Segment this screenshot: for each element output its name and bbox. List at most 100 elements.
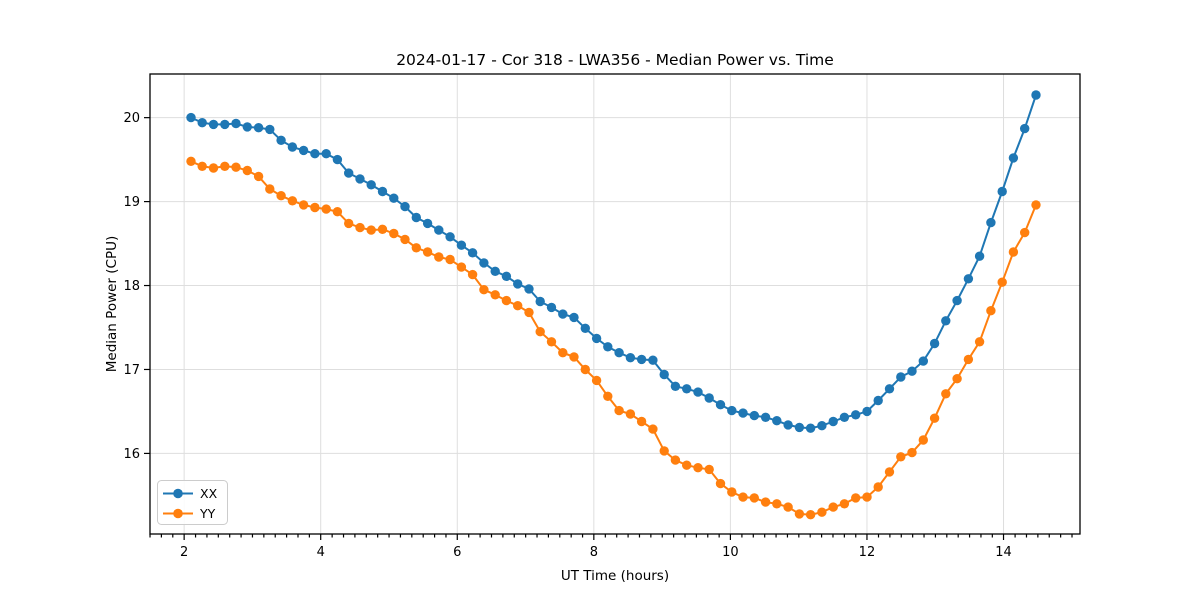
data-point [907, 447, 917, 458]
data-point [648, 355, 658, 365]
data-point [907, 366, 917, 376]
data-point [693, 463, 703, 473]
data-point [1031, 90, 1041, 100]
data-point [929, 413, 940, 423]
data-point [332, 154, 343, 165]
data-point [231, 162, 241, 172]
data-point [580, 323, 590, 333]
data-point [862, 492, 872, 502]
data-point [1008, 247, 1019, 257]
data-point [828, 416, 838, 427]
data-point [963, 354, 974, 365]
x-tick-label: 10 [722, 545, 739, 560]
data-point [467, 269, 478, 280]
data-point [772, 499, 782, 509]
data-point [670, 455, 681, 465]
data-point [220, 119, 230, 130]
data-point [569, 352, 579, 362]
data-point [546, 302, 557, 313]
x-tick-label: 8 [590, 545, 598, 560]
legend-label-xx: XX [200, 486, 218, 501]
data-point [749, 493, 759, 503]
data-point [434, 252, 444, 262]
series-xx [186, 90, 1041, 433]
data-point [400, 201, 410, 212]
data-point [941, 316, 951, 326]
data-point [321, 149, 331, 159]
plot-background [150, 74, 1080, 534]
legend-marker-icon-xx [173, 488, 183, 499]
data-point [997, 277, 1007, 287]
data-point [974, 251, 985, 261]
data-point [535, 327, 545, 337]
data-series [186, 90, 1041, 520]
data-point [704, 464, 714, 475]
data-point [265, 184, 275, 194]
data-point [760, 412, 771, 422]
data-point [839, 412, 850, 422]
data-point [591, 375, 602, 386]
data-point [276, 135, 286, 145]
x-tick-label: 4 [317, 545, 325, 560]
data-point [434, 225, 444, 235]
data-point [467, 248, 478, 258]
data-point [580, 364, 590, 375]
data-point [794, 509, 805, 519]
data-point [805, 423, 816, 433]
data-point [242, 122, 252, 132]
data-point [682, 460, 692, 470]
data-point [479, 258, 489, 268]
data-point [873, 482, 883, 492]
data-point [749, 410, 759, 421]
data-point [513, 279, 523, 289]
x-axis-label: UT Time (hours) [561, 568, 669, 584]
data-point [186, 112, 196, 123]
data-point [636, 416, 647, 427]
y-axis-label: Median Power (CPU) [104, 236, 120, 372]
legend: XX YY [157, 480, 228, 525]
data-point [918, 435, 928, 445]
legend-marker-icon-yy [173, 508, 183, 519]
data-point [918, 356, 928, 366]
data-point [896, 372, 906, 382]
data-point [558, 348, 568, 358]
data-point [704, 393, 714, 403]
data-point [851, 493, 861, 503]
data-point [941, 389, 951, 399]
y-tick-label: 19 [123, 195, 140, 210]
data-point [738, 408, 748, 418]
data-point [670, 381, 681, 391]
data-point [862, 406, 872, 417]
tick-marks [144, 117, 1073, 540]
y-tick-label: 20 [123, 111, 140, 126]
data-point [1019, 123, 1030, 134]
data-point [197, 118, 207, 128]
data-point [355, 222, 365, 233]
data-point [794, 422, 805, 433]
data-point [873, 395, 883, 406]
data-point [963, 274, 974, 284]
data-point [186, 156, 196, 166]
data-point [208, 163, 219, 173]
data-point [603, 391, 613, 401]
data-point [659, 369, 669, 380]
data-point [377, 186, 388, 197]
data-point [1019, 227, 1030, 238]
data-point [422, 218, 433, 229]
data-point [997, 186, 1007, 197]
data-point [298, 145, 309, 156]
data-point [298, 200, 309, 210]
data-point [636, 354, 647, 365]
data-point [817, 421, 827, 431]
data-point [377, 224, 388, 234]
data-point [389, 193, 399, 203]
data-point [411, 212, 421, 223]
data-point [332, 207, 343, 217]
data-point [546, 337, 557, 347]
axes: 2 4 6 8 10 12 14 16 17 18 19 20 [123, 73, 1081, 560]
legend-label-yy: YY [199, 506, 216, 521]
chart-title: 2024-01-17 - Cor 318 - LWA356 - Median P… [396, 51, 834, 69]
plot-border [149, 73, 1081, 535]
data-point [490, 266, 500, 276]
